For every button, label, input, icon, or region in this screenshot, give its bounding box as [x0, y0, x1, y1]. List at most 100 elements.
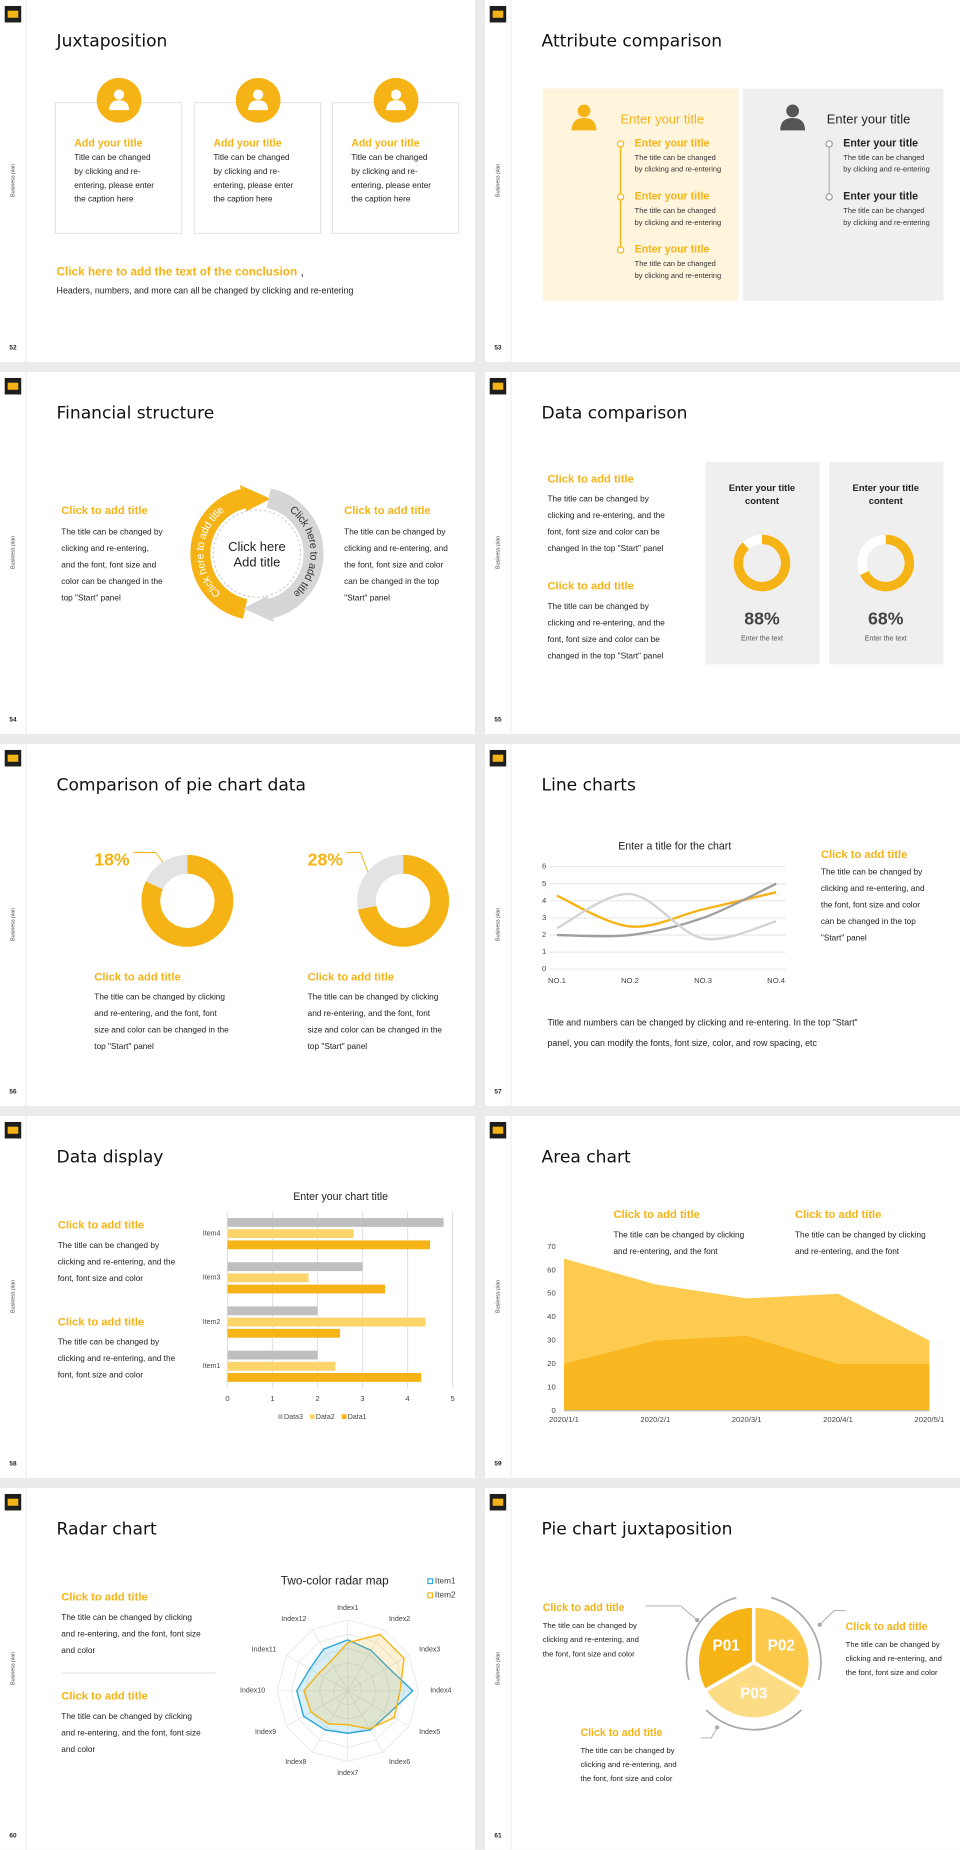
body-line: the font, font size and color — [580, 1774, 672, 1783]
body-line: Add title — [234, 554, 281, 569]
icon-body — [386, 100, 406, 111]
block-title: Click to add title — [547, 473, 633, 485]
x-tick-label: 1 — [270, 1394, 274, 1403]
item-title: Enter your title — [843, 191, 918, 203]
logo-mark — [7, 754, 19, 762]
card — [193, 102, 322, 235]
side-label: Business plan — [495, 1280, 501, 1313]
conclusion-mark: , — [301, 265, 304, 278]
logo-mark — [492, 382, 504, 390]
legend-label: Data3 — [284, 1414, 303, 1421]
donut-rest — [141, 854, 234, 947]
block-title: Click to add title — [547, 581, 633, 593]
radar-series — [296, 1639, 414, 1734]
body-line: changed in the top "Start" panel — [547, 651, 663, 660]
body-line: the font, font size and color — [543, 1649, 635, 1658]
slide-title: Attribute comparison — [542, 31, 723, 51]
body-line: clicking and re-entering, and — [543, 1635, 639, 1644]
slide-background — [0, 744, 475, 1106]
body-line: entering, please enter — [74, 181, 154, 190]
area — [563, 1335, 930, 1411]
slide-number: 55 — [494, 716, 502, 723]
side-label: Business plan — [10, 1652, 16, 1685]
x-tick-label: NO.3 — [694, 976, 712, 985]
connector-dot — [817, 1622, 822, 1627]
slide: Business plan 61 Pie chart juxtaposition P0… — [485, 1488, 960, 1850]
item-title: Enter your title — [843, 138, 918, 150]
slide-number: 61 — [494, 1832, 502, 1839]
slide-number: 56 — [9, 1088, 17, 1095]
caption: Enter the text — [741, 635, 783, 642]
bar — [227, 1262, 363, 1272]
slide: Business plan 60 Radar chart Click to add t… — [0, 1488, 475, 1850]
radar-label: Index4 — [430, 1688, 451, 1695]
slide-number: 54 — [9, 716, 17, 723]
body-line: The title can be changed by — [61, 528, 163, 537]
slide: Business plan 57 Line charts Enter a title … — [485, 744, 960, 1106]
x-tick-label: 2020/4/1 — [823, 1415, 853, 1424]
body-line: size and color can be changed in the — [94, 1026, 229, 1035]
side-label: Business plan — [495, 1652, 501, 1685]
line-series — [556, 882, 777, 938]
slide-title: Comparison of pie chart data — [57, 775, 306, 795]
body-line: Click here — [228, 539, 286, 554]
body-line: clicking and re-entering, and the — [547, 618, 665, 627]
bar — [227, 1328, 341, 1338]
donut-value — [860, 534, 915, 592]
x-tick-label: 3 — [360, 1394, 364, 1403]
ring-arc — [266, 488, 324, 619]
radar-spoke — [312, 1629, 349, 1691]
logo-mark — [7, 1126, 19, 1134]
slide-title: Juxtaposition — [56, 31, 168, 51]
radar-series — [303, 1633, 405, 1730]
radar-label: Index2 — [389, 1616, 410, 1623]
connector-dot — [715, 1725, 720, 1730]
body-line: clicking and re-entering, and the — [58, 1257, 176, 1266]
inner-ring — [212, 509, 302, 598]
body-line: Title and numbers can be changed by clic… — [547, 1018, 857, 1028]
logo-mark — [7, 10, 19, 18]
bar — [227, 1306, 318, 1316]
body-line: entering, please enter — [213, 181, 293, 190]
body-line: The title can be changed by — [547, 602, 649, 611]
item-title: Enter your title — [635, 244, 710, 256]
icon-head — [577, 104, 591, 118]
body-line: by clicking and re- — [213, 167, 280, 176]
timeline-dot — [825, 193, 833, 201]
side-label: Business plan — [495, 164, 501, 197]
icon-head — [786, 104, 799, 118]
body-line: clicking and re-entering, and the — [547, 511, 665, 520]
slide: Business plan 54 Financial structure Click … — [0, 372, 475, 734]
item-title: Enter your title — [635, 191, 710, 203]
body-line: the caption here — [74, 195, 134, 204]
body-line: Title can be changed — [74, 153, 151, 162]
radar-label: Index8 — [285, 1759, 306, 1766]
logo-mark — [492, 1498, 504, 1506]
slide: Business plan 58 Data display Click to add … — [0, 1116, 475, 1478]
timeline-dot — [616, 246, 625, 254]
conclusion-text: Headers, numbers, and more can all be ch… — [57, 286, 354, 296]
y-tick-label: 10 — [547, 1382, 556, 1391]
radar-spoke — [312, 1690, 349, 1753]
value-label: 68% — [868, 608, 904, 628]
block-title: Click to add title — [846, 1621, 928, 1633]
body-line: clicking and re-entering, and — [846, 1654, 942, 1663]
card — [829, 461, 944, 665]
side-label: Business plan — [10, 164, 16, 197]
body-line: The title can be changed by — [58, 1338, 160, 1347]
body-line: changed in the top "Start" panel — [547, 544, 663, 553]
chart-title: Enter a title for the chart — [618, 840, 731, 852]
side-label: Business plan — [10, 536, 16, 569]
body-line: clicking and re-entering, and — [344, 544, 448, 553]
slide-number: 60 — [9, 1832, 17, 1839]
body-line: top "Start" panel — [94, 1042, 154, 1051]
block-title: Click to add title — [580, 1727, 662, 1739]
outer-ring — [770, 1596, 822, 1681]
body-line: and re-entering, and the font, font size — [61, 1629, 201, 1638]
body-line: content — [745, 495, 780, 506]
body-line: The title can be changed by clicking — [308, 993, 439, 1002]
body-line: color can be changed in the — [61, 577, 163, 586]
y-tick-label: 30 — [547, 1336, 556, 1345]
body-line: font, font size and color — [58, 1274, 144, 1283]
